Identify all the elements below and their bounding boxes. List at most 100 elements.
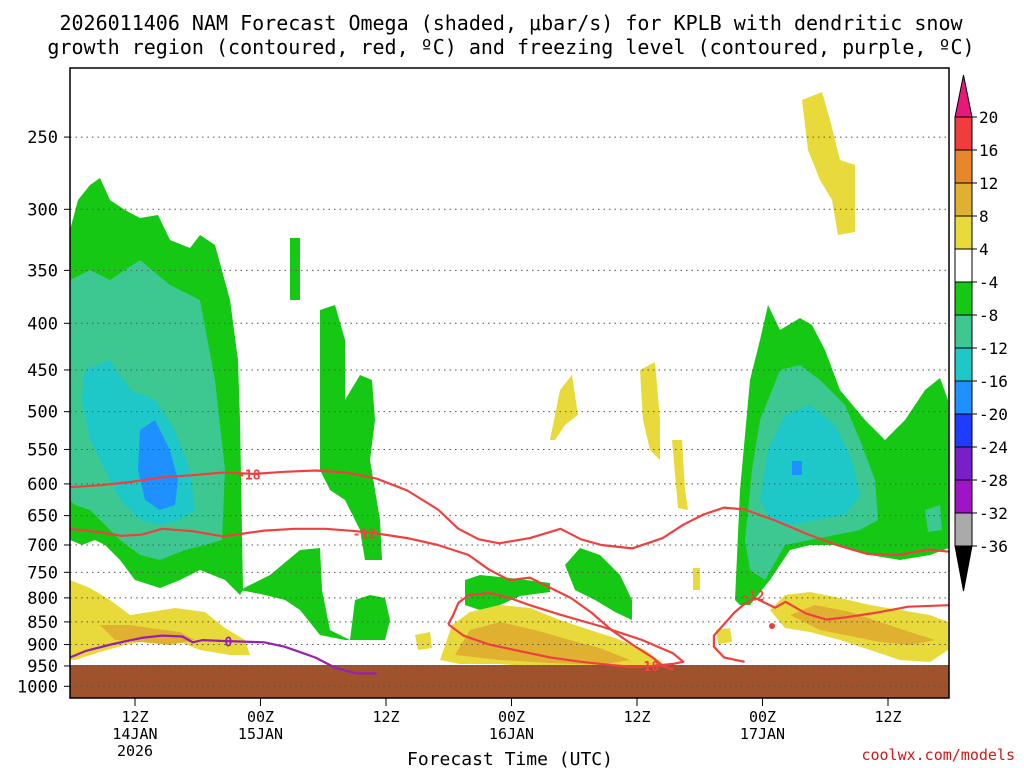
y-tick-label-950: 950 <box>27 657 58 677</box>
y-tick-label-300: 300 <box>27 200 58 220</box>
colorbar-label-0: 20 <box>979 108 998 127</box>
contour-lines <box>70 469 949 675</box>
colorbar-bin-3 <box>954 215 973 250</box>
x-axis-title: Forecast Time (UTC) <box>407 749 613 768</box>
omega-region-orange-low3 <box>455 622 630 665</box>
contour-label-2: -18 <box>636 660 660 675</box>
omega-region-yellow-mid3 <box>672 440 688 510</box>
colorbar-label-7: -12 <box>979 339 1008 358</box>
y-tick-label-400: 400 <box>27 314 58 334</box>
x-tick-label-5-1: 00Z <box>749 708 776 726</box>
omega-region-green-lower1 <box>240 548 390 640</box>
colorbar-bin-5 <box>954 281 973 316</box>
omega-shading <box>70 92 949 672</box>
colorbar-label-9: -20 <box>979 405 1008 424</box>
contour-line-2 <box>447 591 685 668</box>
contour-line-3 <box>712 596 949 663</box>
omega-region-orange-low4 <box>790 605 935 645</box>
omega-region-cyan-day3 <box>760 405 860 525</box>
colorbar: 20 16 12 8 4 -4 -8 -12 -16 -20 -24 -28 -32 -36 <box>954 74 1008 592</box>
chart-title-line2: growth region (contoured, red, ºC) and f… <box>47 35 974 59</box>
omega-region-green-lower2 <box>465 575 550 610</box>
y-tick-label-500: 500 <box>27 403 58 423</box>
y-axis-ticks: 250 300 350 400 450 500 550 600 650 700 750 800 850 9… <box>17 128 70 697</box>
y-tick-label-700: 700 <box>27 536 58 556</box>
y-tick-label-450: 450 <box>27 361 58 381</box>
contour-line-4 <box>70 634 377 675</box>
contour-label-1: -12 <box>353 527 376 542</box>
colorbar-top-arrow <box>954 74 973 118</box>
colorbar-bin-8 <box>954 380 973 415</box>
colorbar-bin-10 <box>954 446 973 481</box>
colorbar-bin-4 <box>954 248 973 283</box>
colorbar-label-4: 4 <box>979 240 989 259</box>
y-tick-label-600: 600 <box>27 475 58 495</box>
x-tick-label-0-1: 12Z <box>121 708 148 726</box>
omega-region-green-streak2 <box>320 305 382 560</box>
contour-label-3: -12 <box>741 589 764 604</box>
colorbar-label-6: -8 <box>979 306 998 325</box>
y-tick-label-250: 250 <box>27 128 58 148</box>
omega-region-yellow-upper <box>802 92 855 235</box>
omega-region-green-streak1 <box>290 238 300 300</box>
x-tick-label-1-2: 15JAN <box>238 725 283 743</box>
contour-labels: -18 -12 -18 -12 0 <box>225 469 765 675</box>
colorbar-bin-6 <box>954 314 973 349</box>
colorbar-label-3: 8 <box>979 207 989 226</box>
omega-region-blue-day3 <box>792 461 802 475</box>
colorbar-bin-1 <box>954 149 973 184</box>
contour-label-0: -18 <box>237 469 261 484</box>
x-tick-label-0-2: 14JAN <box>112 725 157 743</box>
colorbar-label-5: -4 <box>979 273 998 292</box>
colorbar-bottom-arrow <box>954 545 973 592</box>
x-tick-label-0-3: 2026 <box>117 742 153 760</box>
y-tick-label-900: 900 <box>27 636 58 656</box>
omega-region-orange-low1 <box>100 625 195 645</box>
y-tick-label-800: 800 <box>27 589 58 609</box>
y-tick-label-750: 750 <box>27 563 58 583</box>
colorbar-label-1: 16 <box>979 141 998 160</box>
omega-region-blue-day1 <box>138 420 178 510</box>
colorbar-label-8: -16 <box>979 372 1008 391</box>
ground-fill <box>70 665 949 698</box>
x-tick-label-4-1: 12Z <box>623 708 650 726</box>
x-tick-label-3-1: 00Z <box>498 708 525 726</box>
colorbar-label-11: -28 <box>979 471 1008 490</box>
contour-label-4: 0 <box>225 635 233 650</box>
omega-region-yellow-mid1 <box>550 375 578 440</box>
omega-region-green-lower3 <box>565 548 632 620</box>
omega-region-yellow-mid2 <box>640 362 660 460</box>
x-tick-label-2-1: 12Z <box>372 708 399 726</box>
colorbar-bin-7 <box>954 347 973 382</box>
x-tick-label-6-1: 12Z <box>874 708 901 726</box>
contour-line-0 <box>70 469 949 557</box>
colorbar-bin-11 <box>954 479 973 514</box>
y-tick-label-650: 650 <box>27 507 58 527</box>
omega-region-yellow-low2 <box>415 632 432 650</box>
omega-region-red-dot <box>769 623 775 629</box>
omega-region-yellow-small <box>693 568 700 590</box>
colorbar-label-10: -24 <box>979 438 1008 457</box>
x-tick-label-5-2: 17JAN <box>740 725 785 743</box>
plot-frame <box>69 67 950 699</box>
y-tick-label-350: 350 <box>27 261 58 281</box>
colorbar-label-2: 12 <box>979 174 998 193</box>
grid-lines <box>70 136 949 687</box>
colorbar-bin-12 <box>954 512 973 547</box>
x-tick-label-3-2: 16JAN <box>489 725 534 743</box>
credit-text[interactable]: coolwx.com/models <box>861 746 1015 764</box>
omega-region-aqua-day3-right <box>925 505 942 532</box>
colorbar-bin-9 <box>954 413 973 448</box>
colorbar-label-12: -32 <box>979 504 1008 523</box>
y-tick-label-1000: 1000 <box>17 677 58 697</box>
y-tick-label-550: 550 <box>27 440 58 460</box>
omega-region-yellow-low5 <box>716 628 732 644</box>
colorbar-bin-0 <box>954 116 973 151</box>
colorbar-label-13: -36 <box>979 537 1008 556</box>
contour-line-1 <box>70 527 674 671</box>
colorbar-bin-2 <box>954 182 973 217</box>
y-tick-label-850: 850 <box>27 613 58 633</box>
